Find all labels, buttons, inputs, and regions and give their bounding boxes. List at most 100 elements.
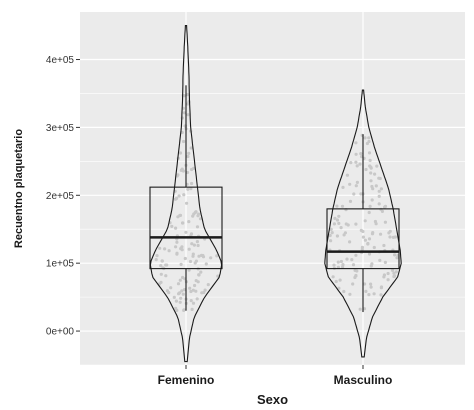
data-point: [372, 292, 376, 296]
data-point: [195, 297, 199, 301]
data-point: [393, 253, 397, 257]
data-point: [194, 259, 198, 263]
data-point: [174, 226, 178, 230]
data-point: [187, 151, 191, 155]
data-point: [175, 251, 179, 255]
data-point: [383, 220, 387, 224]
y-axis-title: Recuentno plaquetario: [13, 129, 25, 248]
data-point: [348, 240, 352, 244]
violin-femenino: [149, 25, 223, 363]
data-point: [215, 254, 219, 258]
data-point: [335, 204, 339, 208]
plot-panel: [80, 12, 465, 365]
data-point: [206, 283, 210, 287]
data-point: [187, 220, 191, 224]
data-point: [163, 247, 167, 251]
data-point: [172, 295, 176, 299]
data-point: [159, 272, 163, 276]
data-point: [367, 136, 371, 140]
data-point: [379, 293, 383, 297]
data-point: [367, 237, 372, 241]
data-point: [187, 268, 191, 272]
data-point: [388, 235, 392, 239]
data-point: [181, 292, 185, 296]
data-point: [155, 254, 159, 258]
data-point: [178, 278, 182, 282]
data-point: [329, 239, 333, 243]
data-point: [354, 253, 358, 257]
data-point: [181, 275, 185, 280]
data-point: [185, 201, 189, 205]
x-tick-label: Femenino: [158, 373, 215, 387]
data-point: [367, 252, 372, 256]
data-point: [180, 289, 184, 293]
data-point: [382, 243, 386, 248]
data-point: [345, 173, 349, 177]
data-point: [348, 182, 352, 186]
data-point: [363, 282, 367, 286]
data-point: [354, 141, 358, 145]
data-point: [165, 289, 169, 293]
data-point: [179, 262, 183, 266]
data-point: [186, 113, 190, 117]
data-point: [189, 289, 193, 294]
data-point: [189, 232, 194, 236]
data-point: [216, 274, 220, 278]
data-point: [373, 172, 377, 176]
data-point: [186, 187, 190, 191]
x-axis-title: Sexo: [257, 392, 288, 407]
data-point: [167, 249, 171, 253]
data-point: [174, 245, 178, 249]
data-point: [178, 300, 182, 304]
grid-minor: [80, 93, 465, 366]
data-point: [374, 222, 378, 226]
data-point: [178, 213, 182, 218]
data-point: [337, 214, 341, 218]
box-femenino: [149, 186, 223, 270]
data-point: [346, 223, 350, 227]
data-point: [358, 162, 362, 166]
data-point: [348, 292, 352, 296]
data-point: [189, 187, 193, 191]
data-point: [193, 210, 197, 215]
data-point: [186, 93, 190, 97]
data-point: [333, 216, 337, 220]
data-point: [191, 301, 196, 305]
data-point: [189, 299, 193, 303]
data-point: [362, 307, 367, 311]
data-point: [367, 293, 371, 297]
data-point: [192, 166, 196, 170]
data-point: [364, 167, 368, 172]
data-point: [188, 286, 192, 290]
data-point: [165, 263, 169, 267]
data-point: [377, 194, 381, 198]
data-point: [359, 152, 363, 156]
data-point: [372, 245, 376, 250]
data-point: [198, 217, 203, 221]
data-point: [377, 189, 381, 193]
y-tick-label: 1e+05: [46, 259, 75, 270]
data-point: [199, 270, 203, 274]
data-point: [391, 268, 395, 272]
data-point: [364, 289, 368, 293]
data-point: [337, 221, 341, 225]
data-point: [181, 169, 185, 173]
data-point: [387, 231, 391, 235]
data-point: [328, 233, 332, 238]
data-point: [361, 235, 365, 239]
data-point: [370, 184, 374, 189]
data-point: [368, 204, 372, 208]
data-point: [177, 194, 181, 198]
data-point: [178, 291, 182, 295]
data-point: [365, 141, 369, 146]
data-point: [209, 256, 213, 260]
data-point: [350, 258, 354, 262]
data-point: [370, 232, 375, 236]
data-point: [329, 227, 333, 231]
data-point: [354, 184, 358, 188]
data-point: [164, 274, 168, 278]
data-point: [176, 282, 181, 286]
data-point: [335, 234, 339, 238]
data-point: [369, 282, 373, 286]
y-tick-label: 2e+05: [46, 191, 75, 202]
